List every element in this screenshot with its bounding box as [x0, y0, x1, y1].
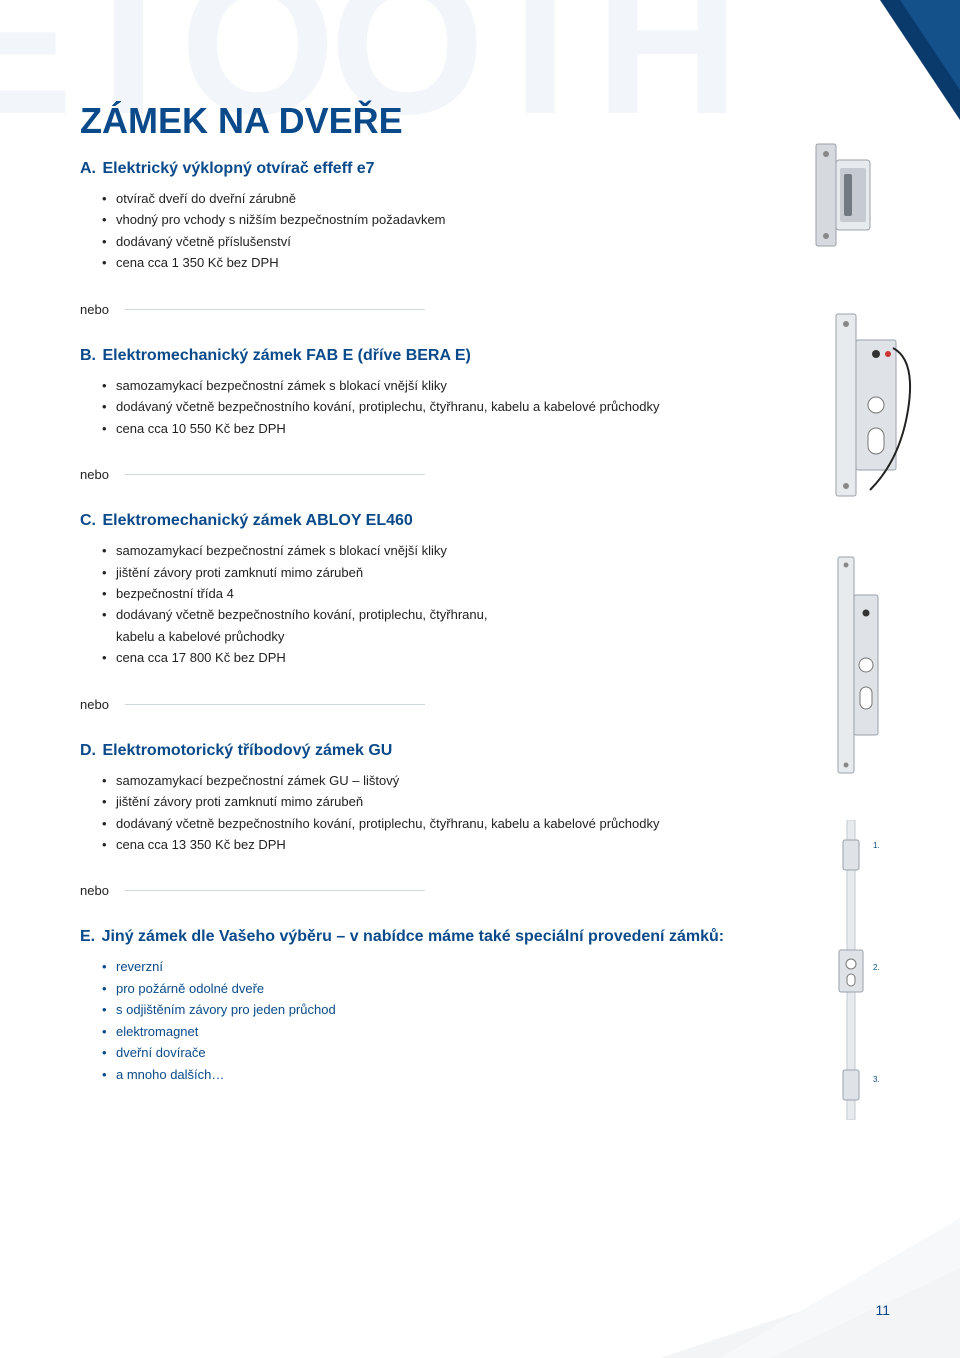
- list-item: cena cca 10 550 Kč bez DPH: [102, 418, 670, 439]
- divider-line: [125, 704, 425, 705]
- section-b: B. Elektromechanický zámek FAB E (dříve …: [80, 347, 880, 439]
- list-item: cena cca 1 350 Kč bez DPH: [102, 252, 670, 273]
- list-item: dodávaný včetně bezpečnostního kování, p…: [102, 604, 500, 647]
- section-d-list: samozamykací bezpečnostní zámek GU – liš…: [80, 770, 670, 856]
- section-a-title: Elektrický výklopný otvírač effeff e7: [102, 160, 374, 177]
- divider-nebo-4: nebo: [80, 883, 880, 898]
- section-e-heading: E. Jiný zámek dle Vašeho výběru – v nabí…: [80, 928, 880, 946]
- section-b-letter: B.: [80, 347, 96, 364]
- list-item: a mnoho dalších…: [102, 1064, 670, 1085]
- nebo-label: nebo: [80, 467, 109, 482]
- section-c-title: Elektromechanický zámek ABLOY EL460: [102, 512, 412, 529]
- nebo-label: nebo: [80, 883, 109, 898]
- section-a-heading: A. Elektrický výklopný otvírač effeff e7: [80, 160, 880, 178]
- bottom-right-decoration: [620, 1178, 960, 1358]
- section-c-letter: C.: [80, 512, 96, 529]
- list-item: dveřní dovírače: [102, 1042, 670, 1063]
- page-number: 11: [875, 1302, 890, 1318]
- section-b-heading: B. Elektromechanický zámek FAB E (dříve …: [80, 347, 880, 365]
- list-item: otvírač dveří do dveřní zárubně: [102, 188, 670, 209]
- section-e-letter: E.: [80, 928, 95, 945]
- divider-line: [125, 474, 425, 475]
- section-a-list: otvírač dveří do dveřní zárubně vhodný p…: [80, 188, 670, 274]
- section-c-list: samozamykací bezpečnostní zámek s blokac…: [80, 540, 500, 669]
- list-item: vhodný pro vchody s nižším bezpečnostním…: [102, 209, 670, 230]
- section-a-letter: A.: [80, 160, 96, 177]
- list-item: jištění závory proti zamknutí mimo zárub…: [102, 791, 670, 812]
- section-e-list: reverzní pro požárně odolné dveře s odji…: [80, 956, 670, 1085]
- section-e: E. Jiný zámek dle Vašeho výběru – v nabí…: [80, 928, 880, 1085]
- list-item: dodávaný včetně příslušenství: [102, 231, 670, 252]
- list-item: elektromagnet: [102, 1021, 670, 1042]
- divider-line: [125, 890, 425, 891]
- section-a: A. Elektrický výklopný otvírač effeff e7…: [80, 160, 880, 274]
- list-item: cena cca 13 350 Kč bez DPH: [102, 834, 670, 855]
- list-item: pro požárně odolné dveře: [102, 978, 670, 999]
- divider-nebo-1: nebo: [80, 302, 880, 317]
- list-item: samozamykací bezpečnostní zámek GU – liš…: [102, 770, 670, 791]
- section-c: C. Elektromechanický zámek ABLOY EL460 s…: [80, 512, 880, 669]
- divider-line: [125, 309, 425, 310]
- section-d: D. Elektromotorický tříbodový zámek GU s…: [80, 742, 880, 856]
- list-item: s odjištěním závory pro jeden průchod: [102, 999, 670, 1020]
- list-item: reverzní: [102, 956, 670, 977]
- list-item: jištění závory proti zamknutí mimo zárub…: [102, 562, 500, 583]
- section-c-heading: C. Elektromechanický zámek ABLOY EL460: [80, 512, 880, 530]
- divider-nebo-2: nebo: [80, 467, 880, 482]
- list-item: bezpečnostní třída 4: [102, 583, 500, 604]
- nebo-label: nebo: [80, 697, 109, 712]
- list-item: samozamykací bezpečnostní zámek s blokac…: [102, 540, 500, 561]
- section-d-title: Elektromotorický tříbodový zámek GU: [102, 742, 392, 759]
- section-d-letter: D.: [80, 742, 96, 759]
- list-item: cena cca 17 800 Kč bez DPH: [102, 647, 500, 668]
- section-d-heading: D. Elektromotorický tříbodový zámek GU: [80, 742, 880, 760]
- list-item: dodávaný včetně bezpečnostního kování, p…: [102, 813, 670, 834]
- divider-nebo-3: nebo: [80, 697, 880, 712]
- section-b-list: samozamykací bezpečnostní zámek s blokac…: [80, 375, 670, 439]
- list-item: samozamykací bezpečnostní zámek s blokac…: [102, 375, 670, 396]
- nebo-label: nebo: [80, 302, 109, 317]
- page-title: ZÁMEK NA DVEŘE: [80, 100, 880, 142]
- section-e-title: Jiný zámek dle Vašeho výběru – v nabídce…: [102, 928, 725, 945]
- section-b-title: Elektromechanický zámek FAB E (dříve BER…: [102, 347, 470, 364]
- list-item: dodávaný včetně bezpečnostního kování, p…: [102, 396, 670, 417]
